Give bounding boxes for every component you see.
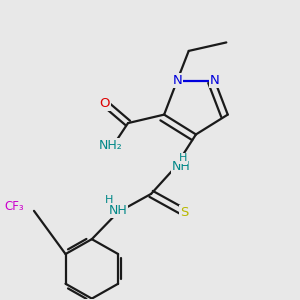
Text: N: N — [210, 74, 220, 87]
Text: O: O — [100, 97, 110, 110]
Text: CF₃: CF₃ — [4, 200, 24, 213]
Text: H: H — [105, 194, 113, 205]
Text: NH₂: NH₂ — [99, 139, 122, 152]
Text: NH: NH — [171, 160, 190, 173]
Text: S: S — [180, 206, 189, 219]
Text: NH: NH — [109, 204, 127, 218]
Text: N: N — [172, 74, 182, 87]
Text: H: H — [179, 154, 187, 164]
